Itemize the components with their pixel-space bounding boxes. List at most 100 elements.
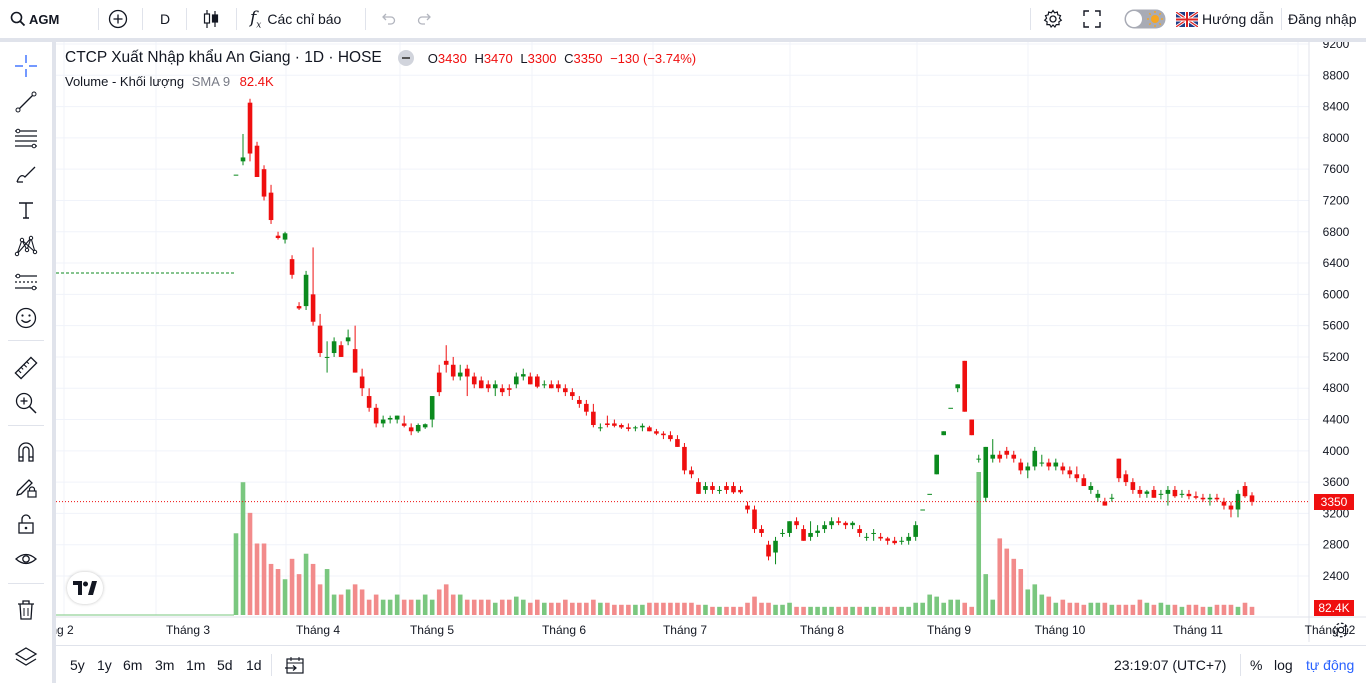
theme-toggle[interactable] — [1124, 0, 1166, 38]
crosshair-tool[interactable] — [12, 52, 40, 80]
candle-body — [864, 536, 869, 538]
text-tool[interactable] — [12, 196, 40, 224]
volume-bar — [962, 602, 968, 615]
volume-bar — [443, 584, 449, 615]
symbol-label: AGM — [29, 11, 60, 27]
interval-button[interactable]: D — [160, 11, 171, 27]
volume-bar — [668, 602, 673, 615]
candle-body — [647, 427, 652, 432]
hide-tool[interactable] — [12, 545, 40, 573]
volume-bar — [1151, 604, 1157, 615]
volume-bar — [1144, 602, 1150, 615]
magnet-tool[interactable] — [12, 438, 40, 466]
indicators-button[interactable]: fx Các chỉ báo — [250, 0, 341, 38]
candle-body — [654, 431, 659, 434]
volume-bar — [1060, 599, 1066, 615]
volume-bar — [612, 604, 617, 615]
log-scale-button[interactable]: log — [1274, 657, 1293, 673]
volume-bar — [1137, 599, 1143, 615]
volume-bar — [282, 579, 288, 615]
candle-body — [373, 407, 379, 424]
range-5d[interactable]: 5d — [217, 657, 233, 673]
range-5y[interactable]: 5y — [70, 657, 85, 673]
range-1d[interactable]: 1d — [246, 657, 262, 673]
volume-bar — [464, 599, 470, 615]
candle-body — [696, 482, 701, 494]
symbol-search[interactable]: AGM — [10, 0, 59, 38]
price-tick-label: 5600 — [1323, 319, 1350, 333]
candle-body — [240, 157, 246, 162]
range-1m[interactable]: 1m — [186, 657, 206, 673]
chart-type-button[interactable] — [202, 0, 220, 38]
volume-bar — [822, 606, 827, 615]
candle-body — [1018, 462, 1024, 471]
candle-body — [899, 540, 904, 542]
volume-bar — [338, 594, 344, 615]
volume-bar — [955, 599, 961, 615]
volume-bar — [871, 606, 876, 615]
login-button[interactable]: Đăng nhập — [1288, 11, 1357, 27]
legend-collapse-button[interactable] — [397, 50, 414, 66]
settings-button[interactable] — [1043, 0, 1063, 38]
volume-bar — [794, 606, 799, 615]
clock[interactable]: 23:19:07 (UTC+7) — [1114, 657, 1227, 673]
trend-line-tool[interactable] — [12, 88, 40, 116]
candle-body — [464, 368, 470, 377]
price-chart[interactable]: 9200 8800 8400 8000 7600 7200 6800 6400 6000 5600… — [56, 42, 1366, 642]
forecast-tool[interactable] — [12, 268, 40, 296]
tradingview-logo[interactable] — [67, 572, 103, 604]
range-3m[interactable]: 3m — [155, 657, 175, 673]
candle-body — [1207, 497, 1213, 500]
volume-bar — [801, 606, 806, 615]
range-1y[interactable]: 1y — [97, 657, 112, 673]
volume-bar — [233, 533, 239, 615]
delete-tool[interactable] — [12, 596, 40, 624]
open-label: O — [427, 50, 438, 66]
forecast-icon — [15, 273, 37, 291]
volume-bar — [703, 604, 708, 615]
fib-tool[interactable] — [12, 124, 40, 152]
auto-scale-button[interactable]: tự động — [1306, 657, 1355, 673]
price-tick-label: 6000 — [1323, 287, 1350, 301]
object-tree-tool[interactable] — [12, 643, 40, 671]
brush-tool[interactable] — [12, 160, 40, 188]
compare-button[interactable] — [108, 0, 128, 38]
ruler-tool[interactable] — [12, 354, 40, 382]
pattern-tool[interactable] — [12, 232, 40, 260]
percent-scale-button[interactable]: % — [1250, 657, 1263, 673]
trend-line-icon — [15, 91, 37, 113]
volume-bar — [1088, 602, 1094, 615]
candle-body — [450, 364, 456, 377]
volume-value: 82.4K — [239, 74, 274, 89]
volume-bar — [1228, 604, 1234, 615]
volume-bar — [275, 569, 281, 615]
fullscreen-button[interactable] — [1083, 0, 1101, 38]
axis-settings-button[interactable] — [1332, 621, 1350, 639]
price-tick-label: 4400 — [1323, 413, 1350, 427]
volume-bar — [1123, 604, 1129, 615]
calendar-range-icon — [285, 657, 304, 674]
volume-bar — [401, 599, 407, 615]
undo-button[interactable] — [380, 0, 396, 38]
guide-button[interactable]: Hướng dẫn — [1176, 0, 1273, 38]
volume-bar — [1130, 604, 1136, 615]
candle-body — [1081, 478, 1087, 487]
volume-bar — [829, 606, 834, 615]
zoom-tool[interactable] — [12, 389, 40, 417]
lock-tool[interactable] — [12, 510, 40, 538]
redo-button[interactable] — [417, 0, 433, 38]
volume-bar — [1179, 606, 1185, 615]
candle-body — [429, 396, 435, 420]
candle-body — [247, 102, 253, 154]
lock-drawing-tool[interactable] — [12, 474, 40, 502]
range-6m[interactable]: 6m — [123, 657, 143, 673]
price-tick-label: 8400 — [1323, 100, 1350, 114]
price-tick-label: 3600 — [1323, 475, 1350, 489]
date-range-button[interactable] — [284, 646, 306, 684]
volume-bar — [710, 606, 715, 615]
emoji-tool[interactable] — [12, 304, 40, 332]
candle-body — [1025, 466, 1031, 471]
candle-body — [633, 427, 638, 429]
volume-bar — [682, 602, 687, 615]
volume-bar — [836, 606, 841, 615]
